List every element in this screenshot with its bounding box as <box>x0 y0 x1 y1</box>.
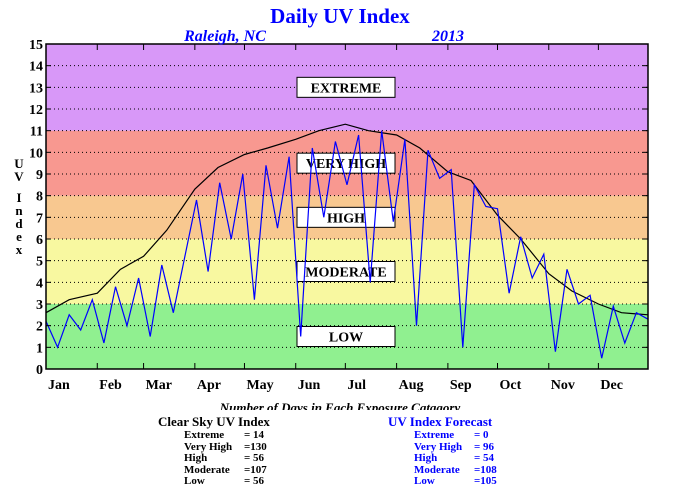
stat-value: =130 <box>244 440 267 453</box>
subtitle-location: Raleigh, NC <box>183 28 266 45</box>
y-axis-label-letter: U <box>14 156 24 171</box>
forecast-stats: UV Index Forecast Extreme = 0 Very High = … <box>388 414 497 488</box>
stat-label: Low <box>414 475 435 487</box>
stat-value: =105 <box>474 475 497 487</box>
stat-row: Very High =130 <box>158 440 270 454</box>
y-tick-label: 3 <box>36 298 43 313</box>
band-label-very-high: VERY HIGH <box>306 157 386 172</box>
month-label: Jul <box>347 378 366 393</box>
y-tick-label: 14 <box>29 60 43 75</box>
stat-value: =107 <box>244 463 267 476</box>
data-lines <box>45 123 649 359</box>
month-label: Oct <box>500 378 522 393</box>
month-label: Aug <box>399 378 424 393</box>
stat-label: Low <box>184 475 205 487</box>
stat-label: Moderate <box>184 463 230 476</box>
band-label-box-very-high <box>296 152 396 174</box>
stat-row: Extreme = 0 <box>388 429 497 442</box>
month-label: Jan <box>48 378 70 393</box>
stat-row: Low = 56 <box>158 475 270 488</box>
clear-sky-stats: Clear Sky UV Index Extreme = 14 Very High… <box>158 414 270 488</box>
forecast-title: UV Index Forecast <box>388 414 493 429</box>
y-tick-label: 15 <box>29 38 43 53</box>
stat-value: = 56 <box>244 475 265 487</box>
stat-row: Very High = 96 <box>388 440 497 454</box>
month-label: Jun <box>298 378 321 393</box>
y-tick-label: 13 <box>29 81 43 96</box>
band-label-low: LOW <box>329 331 363 346</box>
month-label: Mar <box>146 378 172 393</box>
stat-row: Moderate =107 <box>158 463 270 477</box>
stat-label: High <box>414 452 438 464</box>
grid-lines <box>46 65 648 348</box>
stat-row: Low =105 <box>388 475 497 488</box>
month-label: May <box>246 378 273 393</box>
y-axis-label-letter: n <box>15 203 23 218</box>
stat-row: Moderate =108 <box>388 463 497 477</box>
y-tick-label: 10 <box>29 146 43 161</box>
stat-value: = 14 <box>244 429 265 441</box>
y-axis-label-letter: x <box>16 242 23 257</box>
y-tick-label: 6 <box>36 233 43 248</box>
y-tick-label: 0 <box>36 363 43 378</box>
clear-sky-line <box>45 123 649 316</box>
band-label-extreme: EXTREME <box>311 81 382 96</box>
stat-label: Very High <box>414 440 463 453</box>
month-label: Dec <box>600 378 623 393</box>
band-label-box-extreme <box>296 76 396 98</box>
y-tick-label: 8 <box>36 190 43 205</box>
month-label: Sep <box>450 378 472 393</box>
y-tick-label: 9 <box>36 168 43 183</box>
stat-row: Extreme = 14 <box>158 429 270 442</box>
y-tick-label: 4 <box>36 276 43 291</box>
stat-row: High = 54 <box>388 452 497 465</box>
band-label-moderate: MODERATE <box>305 266 386 281</box>
stat-label: Extreme <box>184 429 225 441</box>
month-label: Nov <box>551 378 575 393</box>
y-tick-label: 2 <box>36 320 43 335</box>
band-label-box-low <box>296 326 396 347</box>
y-tick-label: 11 <box>30 125 43 140</box>
band-label-box-high <box>296 206 396 228</box>
plot-frame <box>45 43 649 370</box>
x-axis: Jan Feb Mar Apr May Jun Jul Aug Sep Oct Nov Dec <box>48 44 623 393</box>
stat-label: Moderate <box>414 463 460 476</box>
x-axis-label: Number of Days in Each Exposure Catagory <box>219 400 461 410</box>
month-label: Apr <box>197 378 221 393</box>
clear-sky-title: Clear Sky UV Index <box>158 414 270 429</box>
forecast-line <box>45 130 649 359</box>
stat-label: Extreme <box>414 429 455 441</box>
stat-value: =108 <box>474 463 497 476</box>
stat-value: = 0 <box>474 429 489 441</box>
stat-row: High = 56 <box>158 452 270 465</box>
stat-label: Very High <box>184 440 233 453</box>
y-axis-label-letter: e <box>16 229 22 244</box>
band-label-high: HIGH <box>327 211 365 226</box>
y-tick-label: 12 <box>29 103 43 118</box>
stat-value: = 56 <box>244 452 265 464</box>
chart-title: Daily UV Index <box>270 4 410 28</box>
stat-value: = 96 <box>474 440 495 453</box>
y-axis-label-letter: V <box>14 169 24 184</box>
stat-value: = 54 <box>474 452 495 464</box>
month-label: Feb <box>99 378 122 393</box>
y-axis-label-letter: d <box>15 216 23 231</box>
y-tick-label: 5 <box>36 255 43 270</box>
y-tick-label: 7 <box>36 211 43 226</box>
stat-label: High <box>184 452 208 464</box>
y-axis-label-letter: I <box>16 190 21 205</box>
subtitle-year: 2013 <box>431 28 464 45</box>
y-tick-label: 1 <box>36 341 43 356</box>
